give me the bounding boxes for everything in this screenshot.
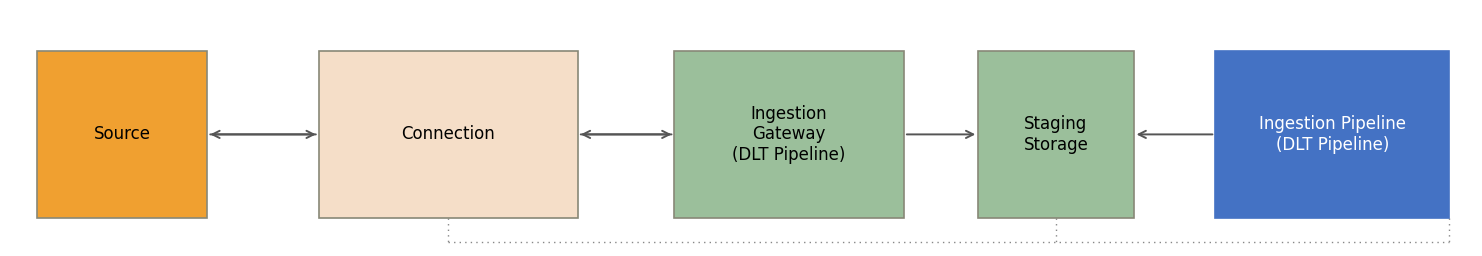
FancyBboxPatch shape bbox=[978, 51, 1134, 218]
Text: Connection: Connection bbox=[402, 125, 495, 143]
Text: Source: Source bbox=[93, 125, 151, 143]
Text: Ingestion Pipeline
(DLT Pipeline): Ingestion Pipeline (DLT Pipeline) bbox=[1258, 115, 1406, 154]
FancyBboxPatch shape bbox=[674, 51, 904, 218]
FancyBboxPatch shape bbox=[37, 51, 207, 218]
Text: Ingestion
Gateway
(DLT Pipeline): Ingestion Gateway (DLT Pipeline) bbox=[732, 105, 846, 164]
Text: Staging
Storage: Staging Storage bbox=[1024, 115, 1088, 154]
FancyBboxPatch shape bbox=[319, 51, 578, 218]
FancyBboxPatch shape bbox=[1215, 51, 1449, 218]
